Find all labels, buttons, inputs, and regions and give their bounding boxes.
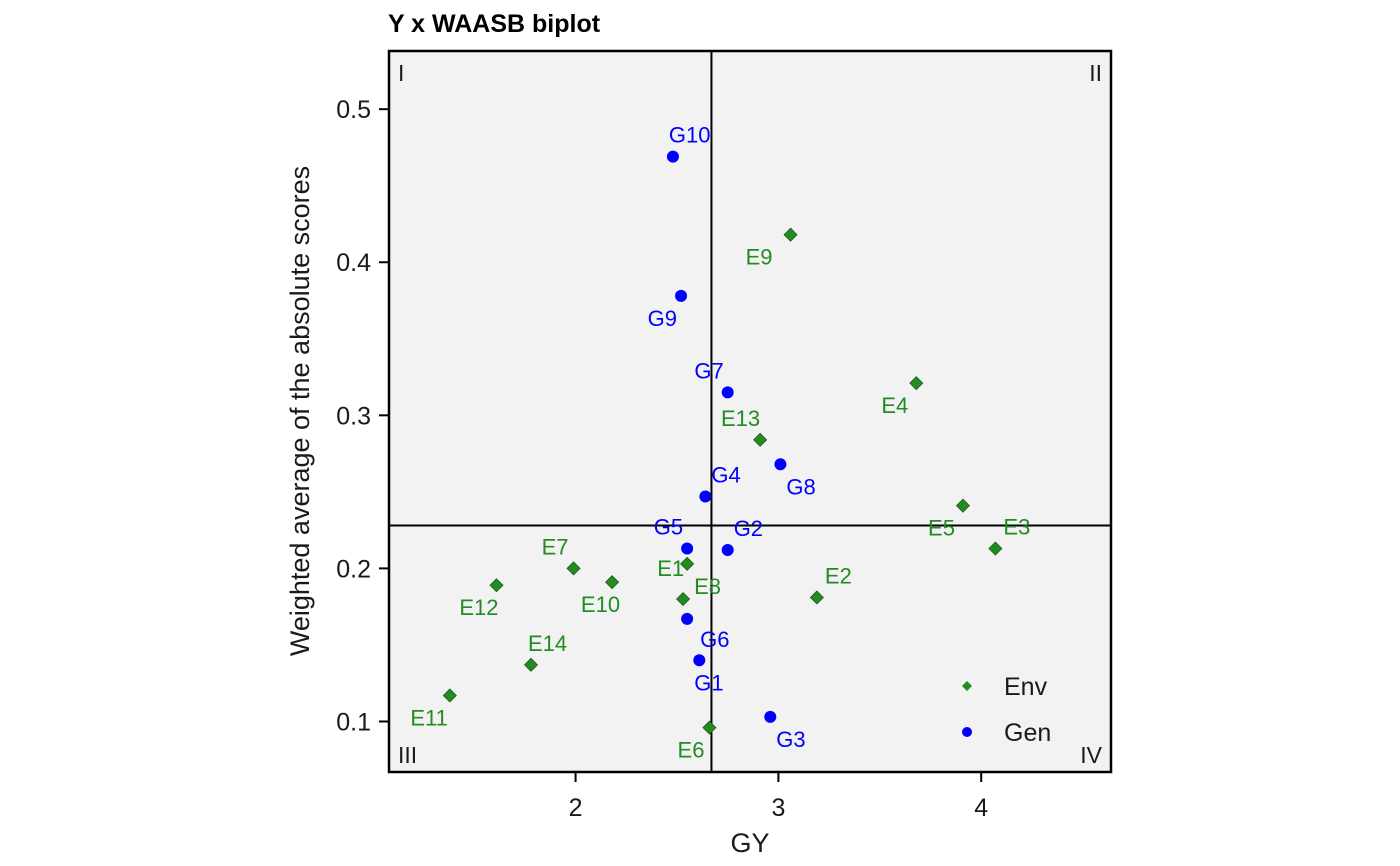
point-label-e7: E7 bbox=[542, 534, 569, 559]
y-tick-label: 0.3 bbox=[336, 402, 371, 430]
y-tick-label: 0.5 bbox=[336, 96, 371, 124]
gen-point-g6 bbox=[681, 612, 694, 625]
point-label-g3: G3 bbox=[776, 727, 805, 752]
point-labels: E1 E2 E3 E4 E5 E6 E7 E8 E9 E10 E11 E12 E13 E14 G1 G2 G3 G… bbox=[410, 123, 1030, 763]
y-axis-label: Weighted average of the absolute scores bbox=[285, 166, 315, 656]
point-label-g7: G7 bbox=[694, 358, 723, 383]
env-point-e6 bbox=[702, 720, 717, 735]
reference-lines bbox=[389, 51, 1111, 772]
x-tick-label: 3 bbox=[771, 794, 785, 822]
quadrant-label-iii: III bbox=[398, 742, 417, 768]
x-axis: 2 3 4 bbox=[569, 772, 988, 822]
x-tick-label: 4 bbox=[974, 794, 988, 822]
point-label-g5: G5 bbox=[654, 515, 683, 540]
y-axis: 0.1 0.2 0.3 0.4 0.5 bbox=[336, 96, 389, 736]
env-point-e4 bbox=[909, 376, 924, 391]
env-point-e11 bbox=[442, 688, 457, 703]
point-label-e10: E10 bbox=[581, 592, 620, 617]
point-label-g6: G6 bbox=[700, 627, 729, 652]
point-label-g1: G1 bbox=[694, 670, 723, 695]
point-label-g10: G10 bbox=[669, 123, 711, 148]
plot-border bbox=[387, 49, 1113, 774]
gen-point-g2 bbox=[721, 544, 734, 557]
point-label-g8: G8 bbox=[786, 474, 815, 499]
data-points bbox=[442, 150, 1003, 735]
legend-gen-key bbox=[962, 727, 972, 737]
point-label-e14: E14 bbox=[528, 631, 567, 656]
point-label-g2: G2 bbox=[734, 516, 763, 541]
point-label-e6: E6 bbox=[678, 738, 705, 763]
point-label-e4: E4 bbox=[881, 393, 908, 418]
gen-point-g10 bbox=[666, 150, 679, 163]
env-point-e12 bbox=[489, 578, 504, 593]
point-label-e8: E8 bbox=[694, 574, 721, 599]
gen-point-g5 bbox=[681, 542, 694, 555]
env-point-e7 bbox=[566, 561, 581, 576]
point-label-e3: E3 bbox=[1003, 515, 1030, 540]
legend-label-env: Env bbox=[1004, 673, 1048, 701]
y-tick-label: 0.4 bbox=[336, 249, 371, 277]
env-point-e9 bbox=[783, 227, 798, 242]
y-tick-label: 0.1 bbox=[336, 708, 371, 736]
point-label-g4: G4 bbox=[711, 462, 740, 487]
plot-panel bbox=[389, 51, 1111, 772]
point-label-e12: E12 bbox=[459, 595, 498, 620]
quadrant-label-ii: II bbox=[1089, 60, 1102, 86]
gen-point-g4 bbox=[699, 490, 712, 503]
point-label-e11: E11 bbox=[410, 705, 448, 730]
y-tick-label: 0.2 bbox=[336, 555, 371, 583]
env-point-e3 bbox=[988, 541, 1003, 556]
point-label-e13: E13 bbox=[721, 406, 760, 431]
env-point-e1 bbox=[680, 556, 695, 571]
env-point-e10 bbox=[605, 575, 620, 590]
gen-point-g3 bbox=[764, 710, 777, 723]
point-label-g9: G9 bbox=[648, 306, 677, 331]
env-point-e8 bbox=[676, 591, 691, 607]
quadrant-label-iv: IV bbox=[1080, 742, 1102, 768]
legend-label-gen: Gen bbox=[1004, 719, 1051, 747]
point-label-e2: E2 bbox=[825, 563, 852, 588]
point-label-e1: E1 bbox=[657, 556, 684, 581]
env-point-e13 bbox=[753, 432, 768, 447]
gen-point-g9 bbox=[675, 289, 688, 302]
legend-env-key bbox=[962, 681, 972, 691]
point-label-e9: E9 bbox=[746, 245, 773, 270]
point-label-e5: E5 bbox=[928, 516, 955, 541]
gen-point-g7 bbox=[721, 386, 734, 399]
x-axis-label: GY bbox=[730, 828, 769, 858]
env-point-e14 bbox=[523, 657, 539, 672]
quadrant-label-i: I bbox=[398, 60, 404, 86]
x-tick-label: 2 bbox=[569, 794, 583, 822]
env-point-e2 bbox=[809, 590, 824, 605]
gen-point-g1 bbox=[693, 654, 706, 667]
legend: Env Gen bbox=[962, 673, 1051, 747]
gen-point-g8 bbox=[774, 458, 787, 471]
chart-title: Y x WAASB biplot bbox=[388, 10, 601, 38]
env-point-e5 bbox=[955, 498, 971, 513]
